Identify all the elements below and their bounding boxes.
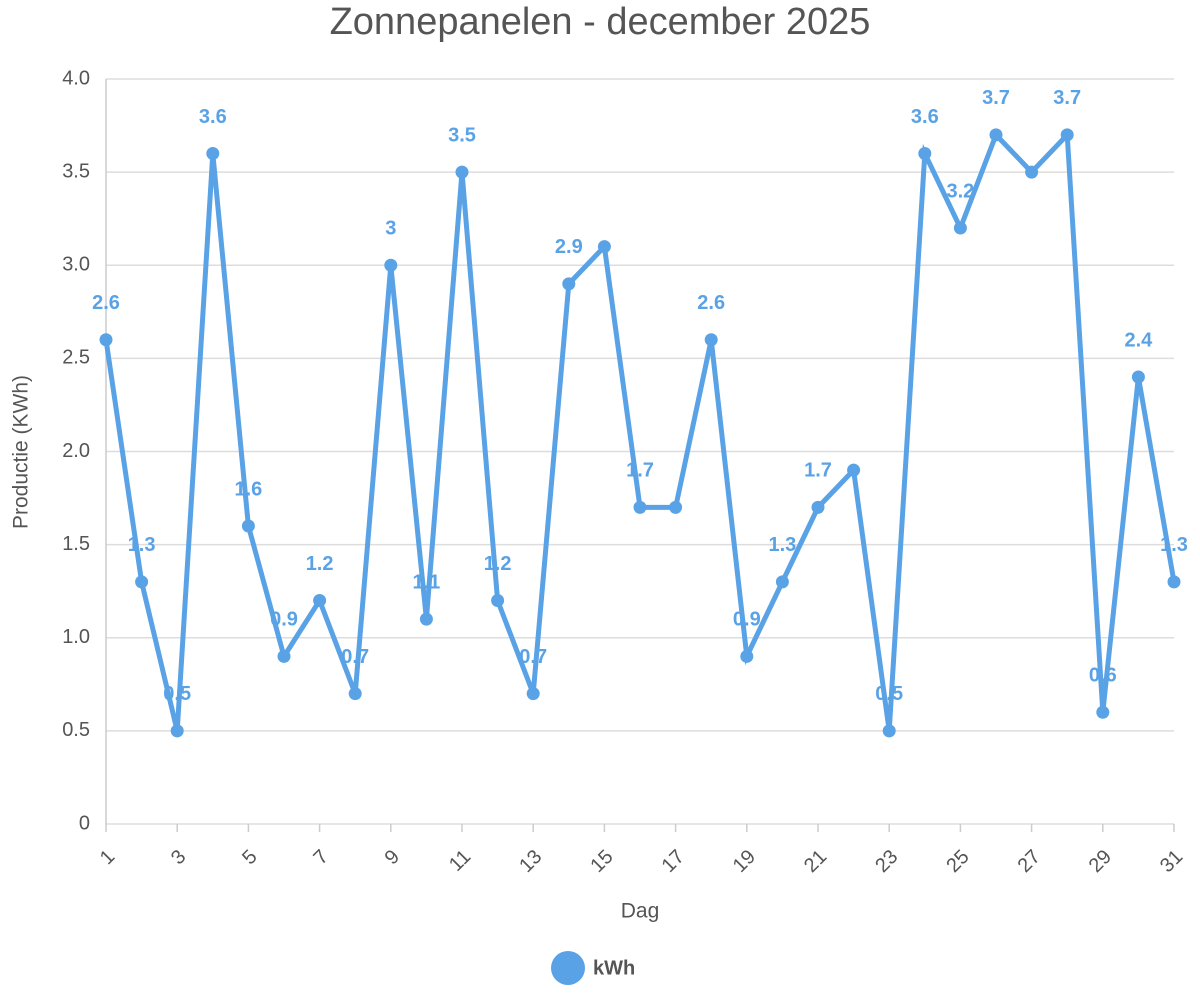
data-label: 3.6	[199, 106, 227, 128]
x-tick-label: 3	[167, 846, 190, 869]
x-tick-label: 21	[800, 846, 831, 877]
legend-marker	[551, 951, 585, 985]
data-point	[740, 649, 754, 663]
data-point	[241, 519, 255, 533]
data-label: 3.7	[982, 87, 1010, 109]
data-label: 1.6	[234, 478, 262, 500]
data-point	[847, 463, 861, 477]
data-point	[277, 649, 291, 663]
x-tick-label: 23	[871, 846, 902, 877]
data-label: 2.4	[1124, 329, 1153, 351]
data-point	[313, 594, 327, 607]
x-tick-label: 25	[942, 846, 973, 877]
data-label: 1.7	[804, 460, 832, 482]
x-tick-label: 13	[515, 846, 546, 877]
data-label: 3.5	[448, 124, 476, 146]
data-label: 1.3	[768, 534, 796, 556]
data-point	[918, 147, 932, 160]
data-point	[348, 687, 362, 701]
data-label: 0.7	[341, 646, 369, 668]
y-tick-label: 0.5	[62, 719, 90, 741]
data-point	[989, 128, 1003, 142]
data-point	[775, 575, 789, 589]
data-point	[1060, 128, 1074, 142]
data-point	[206, 147, 220, 160]
data-point	[419, 612, 433, 626]
y-tick-label: 1.5	[62, 533, 90, 555]
data-point	[526, 687, 540, 701]
data-point	[1131, 370, 1145, 384]
x-tick-label: 19	[729, 846, 760, 877]
x-tick-label: 11	[445, 846, 475, 876]
data-point	[455, 165, 469, 179]
data-label: 1.1	[412, 571, 440, 593]
data-label: 3.2	[946, 180, 974, 202]
data-point	[99, 333, 113, 347]
data-point	[562, 277, 576, 291]
data-label: 0.9	[733, 609, 761, 631]
y-tick-label: 4.0	[62, 67, 90, 89]
x-tick-label: 31	[1156, 846, 1187, 877]
data-point	[1167, 575, 1181, 589]
data-label: 0.7	[519, 646, 547, 668]
data-label: 3	[385, 218, 396, 240]
series-line	[103, 129, 1177, 732]
y-axis-label: Productie (KWh)	[10, 375, 33, 529]
data-label: 0.5	[163, 683, 191, 705]
data-point	[384, 258, 398, 272]
y-tick-label: 2.5	[62, 347, 90, 369]
x-tick-label: 17	[658, 846, 689, 877]
data-label: 2.9	[555, 236, 583, 258]
data-point	[1025, 165, 1039, 179]
x-tick-label: 9	[381, 846, 404, 869]
x-tick-label: 1	[96, 846, 119, 869]
data-label: 1.3	[1160, 534, 1188, 556]
x-tick-label: 7	[309, 846, 332, 869]
data-point	[953, 221, 967, 235]
data-label: 0.6	[1089, 665, 1117, 687]
y-tick-label: 3.0	[62, 254, 90, 276]
data-point	[491, 594, 505, 607]
y-tick-label: 1.0	[62, 626, 90, 648]
data-label: 2.6	[92, 292, 120, 314]
y-tick-label: 2.0	[62, 440, 90, 462]
chart-title: Zonnepanelen - december 2025	[330, 1, 871, 43]
data-point	[882, 724, 896, 738]
y-tick-label: 0	[79, 812, 90, 834]
x-tick-label: 29	[1085, 846, 1116, 877]
data-label: 1.7	[626, 460, 654, 482]
x-tick-label: 27	[1014, 846, 1045, 877]
data-point	[704, 333, 718, 347]
data-point	[811, 500, 825, 514]
y-tick-label: 3.5	[62, 160, 90, 182]
data-point	[669, 500, 683, 514]
data-point	[597, 240, 611, 254]
data-point	[633, 500, 647, 514]
data-label: 3.7	[1053, 87, 1081, 109]
data-label: 3.6	[911, 106, 939, 128]
data-label: 0.5	[875, 683, 903, 705]
x-tick-label: 15	[586, 846, 617, 877]
x-axis-label: Dag	[621, 900, 660, 923]
x-tick-label: 5	[238, 846, 261, 869]
data-label: 1.3	[128, 534, 156, 556]
legend-label: kWh	[593, 957, 635, 979]
data-label: 2.6	[697, 292, 725, 314]
data-label: 1.2	[306, 553, 334, 575]
data-point	[135, 575, 149, 589]
data-point	[1096, 705, 1110, 719]
data-label: 0.9	[270, 609, 298, 631]
data-label: 1.2	[484, 553, 512, 575]
data-point	[170, 724, 184, 738]
